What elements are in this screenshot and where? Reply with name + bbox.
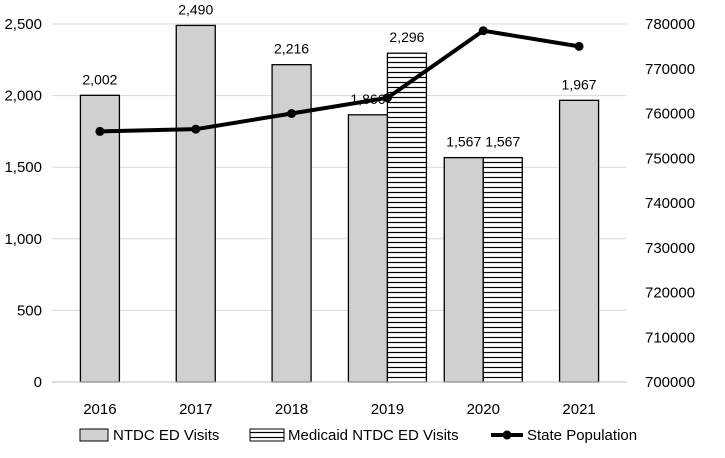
- y-right-tick-label: 770000: [645, 61, 695, 78]
- y-right-tick-label: 700000: [645, 374, 695, 391]
- data-label-ntdc: 1,866: [350, 91, 385, 107]
- x-tick-label: 2019: [371, 401, 404, 418]
- y-left-tick-label: 2,000: [4, 88, 42, 105]
- x-tick-label: 2018: [275, 401, 308, 418]
- line-state-population: [99, 28, 580, 134]
- legend-swatch-ntdc: [79, 428, 109, 442]
- bar-ntdc-ed-visits: [347, 114, 389, 383]
- data-label-ntdc: 1,567: [446, 134, 481, 150]
- legend-label-medicaid: Medicaid NTDC ED Visits: [288, 427, 459, 444]
- bar-ntdc-ed-visits: [175, 24, 216, 383]
- y-left-tick-label: 1,000: [4, 231, 42, 248]
- data-labels: 2,002 2,490 2,216 1,866 2,296 1,567 1,567 1,967: [82, 1, 596, 149]
- bar-medicaid-ntdc-ed-visits: [482, 156, 523, 383]
- bar-ntdc-ed-visits: [558, 99, 600, 383]
- y-left-tick-label: 0: [34, 374, 42, 391]
- x-tick-label: 2017: [179, 401, 212, 418]
- data-label-medicaid: 1,567: [485, 134, 520, 150]
- y-right-tick-label: 750000: [645, 150, 695, 167]
- bar-medicaid-ntdc-ed-visits: [386, 52, 428, 383]
- x-tick-label: 2020: [467, 401, 500, 418]
- y-right-tick-label: 730000: [645, 240, 695, 257]
- legend: NTDC ED Visits Medicaid NTDC ED Visits Sta…: [79, 427, 637, 444]
- y-left-tick-label: 500: [17, 302, 42, 319]
- y-right-tick-label: 760000: [645, 106, 695, 123]
- y-right-tick-label: 780000: [645, 16, 695, 33]
- axes: 0 500 1,000 1,500 2,000 2,500 700000 710000 7200…: [4, 16, 695, 418]
- marker-state-population: [95, 126, 105, 136]
- marker-state-population: [287, 109, 297, 118]
- data-label-medicaid: 2,296: [389, 29, 424, 45]
- y-right-tick-label: 720000: [645, 285, 695, 302]
- data-label-ntdc: 2,490: [178, 1, 213, 17]
- grid-lines: [52, 23, 627, 311]
- y-left-tick-label: 2,500: [4, 16, 42, 33]
- legend-label-ntdc: NTDC ED Visits: [113, 427, 219, 444]
- marker-state-population: [191, 124, 201, 134]
- legend-marker-population: [502, 430, 512, 440]
- bar-ntdc-ed-visits: [79, 94, 121, 383]
- y-left-tick-label: 1,500: [4, 159, 42, 176]
- bar-ntdc-ed-visits: [443, 156, 484, 383]
- bars: [79, 24, 600, 383]
- marker-state-population: [382, 93, 392, 103]
- x-tick-label: 2016: [83, 401, 116, 418]
- data-label-ntdc: 2,216: [274, 41, 309, 57]
- legend-swatch-medicaid: [249, 428, 285, 442]
- marker-state-population: [478, 26, 488, 36]
- marker-state-population: [574, 41, 584, 51]
- y-right-tick-label: 740000: [645, 195, 695, 212]
- legend-label-population: State Population: [527, 427, 637, 444]
- data-label-ntdc: 2,002: [82, 71, 117, 87]
- x-tick-label: 2021: [562, 401, 595, 418]
- population-line: [95, 26, 584, 136]
- data-label-ntdc: 1,967: [562, 76, 597, 92]
- y-right-tick-label: 710000: [645, 329, 695, 346]
